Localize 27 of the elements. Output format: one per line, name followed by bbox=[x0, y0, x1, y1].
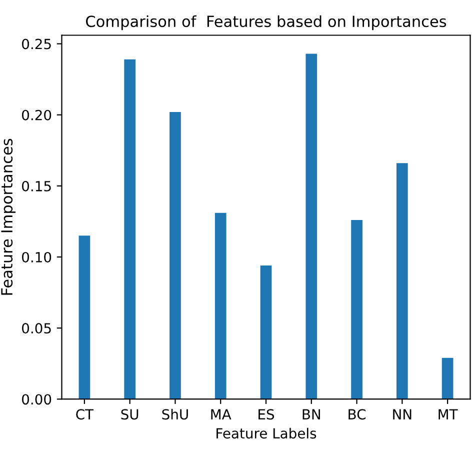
x-tick-label: SU bbox=[121, 409, 138, 420]
bar bbox=[396, 163, 408, 400]
y-tick-label: 0.10 bbox=[22, 252, 52, 262]
x-axis-title: Feature Labels bbox=[216, 428, 316, 439]
x-tick-label: BC bbox=[348, 409, 366, 420]
bar bbox=[351, 220, 362, 400]
y-axis-title: Feature Importances bbox=[1, 138, 16, 295]
x-tick-label: ES bbox=[258, 409, 274, 420]
bar bbox=[214, 212, 226, 400]
bar bbox=[306, 54, 318, 400]
x-tick-label: NN bbox=[393, 409, 412, 420]
y-tick-label: 0.00 bbox=[22, 394, 52, 405]
bar bbox=[442, 358, 454, 400]
bar bbox=[78, 236, 90, 400]
x-tick-label: ShU bbox=[162, 408, 188, 420]
y-tick-label: 0.05 bbox=[22, 323, 51, 334]
x-tick-label: CT bbox=[76, 409, 94, 420]
y-tick-label: 0.20 bbox=[22, 110, 52, 120]
bar bbox=[260, 266, 272, 400]
x-tick-label: MT bbox=[438, 409, 458, 420]
bar bbox=[124, 59, 136, 400]
x-tick-label: MA bbox=[211, 409, 232, 420]
y-tick-label: 0.15 bbox=[22, 180, 51, 192]
x-tick-label: BN bbox=[302, 409, 320, 420]
chart-title: Comparison of Features based on Importances bbox=[86, 15, 446, 30]
y-tick-label: 0.25 bbox=[22, 38, 51, 50]
bar bbox=[170, 112, 181, 400]
